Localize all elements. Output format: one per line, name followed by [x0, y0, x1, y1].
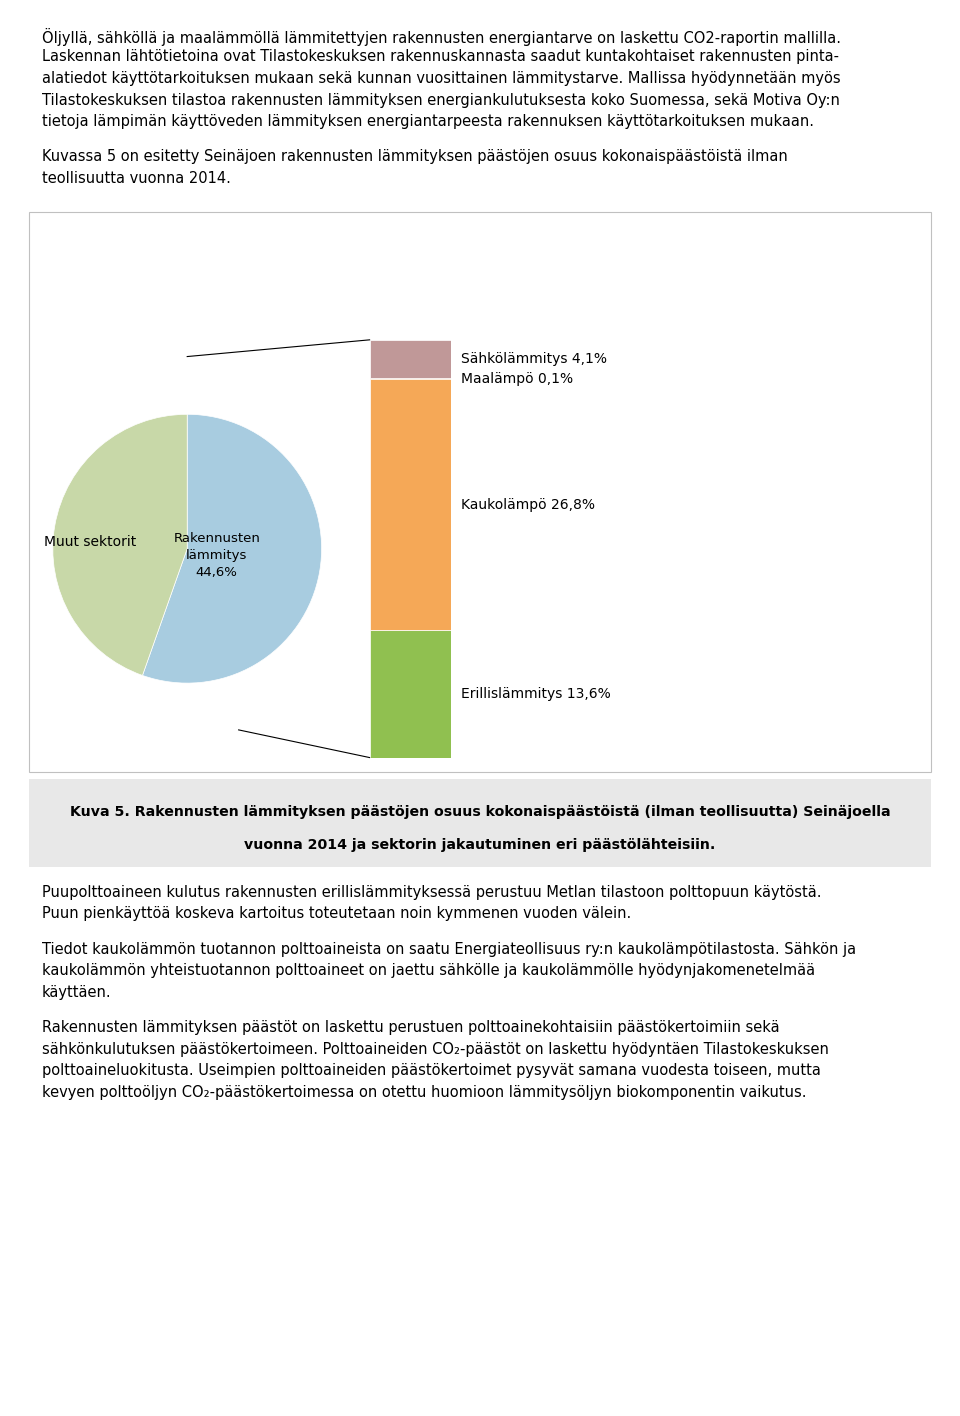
Text: 14: 14: [881, 1378, 916, 1402]
Text: Tiedot kaukolämmön tuotannon polttoaineista on saatu Energiateollisuus ry:n kauk: Tiedot kaukolämmön tuotannon polttoainei…: [42, 942, 856, 957]
Text: Maalämpö 0,1%: Maalämpö 0,1%: [461, 372, 573, 385]
Text: polttoaineluokitusta. Useimpien polttoaineiden päästökertoimet pysyvät samana vu: polttoaineluokitusta. Useimpien polttoai…: [42, 1063, 821, 1078]
Wedge shape: [53, 415, 187, 675]
Bar: [370, 340, 451, 378]
Text: Rakennusten
lämmitys
44,6%: Rakennusten lämmitys 44,6%: [174, 532, 260, 579]
Text: Öljyllä, sähköllä ja maalämmöllä lämmitettyjen rakennusten energiantarve on lask: Öljyllä, sähköllä ja maalämmöllä lämmite…: [42, 28, 841, 45]
Text: Kuvassa 5 on esitetty Seinäjoen rakennusten lämmityksen päästöjen osuus kokonais: Kuvassa 5 on esitetty Seinäjoen rakennus…: [42, 150, 788, 164]
Bar: [370, 379, 451, 630]
Text: Puun pienkäyttöä koskeva kartoitus toteutetaan noin kymmenen vuoden välein.: Puun pienkäyttöä koskeva kartoitus toteu…: [42, 906, 632, 920]
Text: alatiedot käyttötarkoituksen mukaan sekä kunnan vuosittainen lämmitystarve. Mall: alatiedot käyttötarkoituksen mukaan sekä…: [42, 71, 841, 86]
Text: kaukolämmön yhteistuotannon polttoaineet on jaettu sähkölle ja kaukolämmölle hyö: kaukolämmön yhteistuotannon polttoaineet…: [42, 963, 815, 978]
Text: Kaukolämpö 26,8%: Kaukolämpö 26,8%: [461, 497, 595, 511]
Text: kevyen polttoöljyn CO₂-päästökertoimessa on otettu huomioon lämmitysöljyn biokom: kevyen polttoöljyn CO₂-päästökertoimessa…: [42, 1085, 806, 1100]
Text: käyttäen.: käyttäen.: [42, 984, 111, 1000]
Text: Sähkölämmitys 4,1%: Sähkölämmitys 4,1%: [461, 353, 607, 367]
Text: CO2-RAPORTTI  |  BENVIROC OY 2016: CO2-RAPORTTI | BENVIROC OY 2016: [42, 1383, 289, 1396]
Text: vuonna 2014 ja sektorin jakautuminen eri päästölähteisiin.: vuonna 2014 ja sektorin jakautuminen eri…: [244, 838, 716, 851]
Text: Erillislämmitys 13,6%: Erillislämmitys 13,6%: [461, 687, 611, 701]
Text: tietoja lämpimän käyttöveden lämmityksen energiantarpeesta rakennuksen käyttötar: tietoja lämpimän käyttöveden lämmityksen…: [42, 115, 814, 129]
Text: teollisuutta vuonna 2014.: teollisuutta vuonna 2014.: [42, 171, 230, 185]
Text: Kuva 5. Rakennusten lämmityksen päästöjen osuus kokonaispäästöistä (ilman teolli: Kuva 5. Rakennusten lämmityksen päästöje…: [70, 806, 890, 820]
Text: Laskennan lähtötietoina ovat Tilastokeskuksen rakennuskannasta saadut kuntakohta: Laskennan lähtötietoina ovat Tilastokesk…: [42, 50, 839, 65]
Text: Puupolttoaineen kulutus rakennusten erillislämmityksessä perustuu Metlan tilasto: Puupolttoaineen kulutus rakennusten eril…: [42, 885, 822, 899]
Text: Rakennusten lämmityksen päästöt on laskettu perustuen polttoainekohtaisiin pääst: Rakennusten lämmityksen päästöt on laske…: [42, 1020, 780, 1035]
Wedge shape: [142, 415, 322, 683]
Bar: [370, 630, 451, 758]
Text: sähkönkulutuksen päästökertoimeen. Polttoaineiden CO₂-päästöt on laskettu hyödyn: sähkönkulutuksen päästökertoimeen. Poltt…: [42, 1042, 828, 1056]
Text: Muut sektorit: Muut sektorit: [44, 535, 136, 549]
Text: Tilastokeskuksen tilastoa rakennusten lämmityksen energiankulutuksesta koko Suom: Tilastokeskuksen tilastoa rakennusten lä…: [42, 92, 840, 108]
